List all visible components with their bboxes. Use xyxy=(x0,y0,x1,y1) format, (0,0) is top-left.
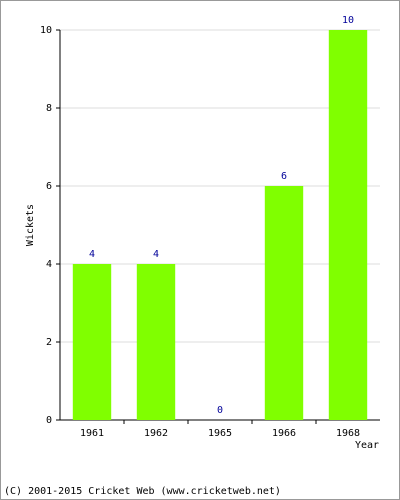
x-tick-label: 1968 xyxy=(336,428,360,439)
x-tick-label: 1965 xyxy=(208,428,232,439)
value-label: 4 xyxy=(89,249,95,260)
bar xyxy=(328,30,368,420)
y-tick-label: 4 xyxy=(46,259,52,270)
x-tick-label: 1961 xyxy=(80,428,104,439)
x-tick-label: 1966 xyxy=(272,428,296,439)
x-axis-label: Year xyxy=(355,440,379,451)
value-label: 6 xyxy=(281,171,287,182)
y-tick-label: 0 xyxy=(46,415,52,426)
bar xyxy=(136,264,176,420)
value-label: 0 xyxy=(217,405,223,416)
y-tick-label: 2 xyxy=(46,337,52,348)
footer: (C) 2001-2015 Cricket Web (www.cricketwe… xyxy=(4,486,281,497)
bar xyxy=(72,264,112,420)
y-tick-label: 8 xyxy=(46,103,52,114)
bar xyxy=(264,186,304,420)
y-axis-label: Wickets xyxy=(25,204,36,246)
value-label: 10 xyxy=(342,15,354,26)
value-label: 4 xyxy=(153,249,159,260)
x-tick-label: 1962 xyxy=(144,428,168,439)
y-tick-label: 6 xyxy=(46,181,52,192)
y-tick-label: 10 xyxy=(40,25,52,36)
